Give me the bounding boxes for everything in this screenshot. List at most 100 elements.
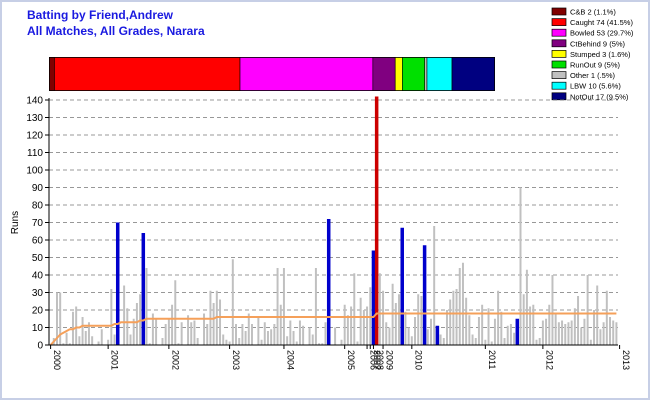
innings-bar [535, 339, 538, 345]
y-tick-label: 0 [37, 341, 43, 352]
innings-bar [398, 294, 401, 345]
innings-bar [260, 339, 263, 345]
innings-bar [292, 331, 295, 345]
legend-label: Bowled 53 (29.7%) [570, 29, 634, 38]
innings-bar [161, 338, 164, 345]
innings-bar [126, 308, 129, 345]
innings-bar [231, 259, 234, 345]
innings-bar [577, 296, 580, 345]
innings-bar [433, 226, 436, 345]
x-tick-label: 2011 [487, 350, 497, 369]
y-tick-label: 70 [32, 218, 44, 229]
innings-bar [545, 318, 548, 345]
innings-bar [244, 331, 247, 345]
innings-bar [286, 336, 289, 345]
innings-bar [532, 304, 535, 345]
innings-bar [430, 318, 432, 345]
innings-bar [435, 325, 440, 345]
innings-bar [222, 334, 225, 345]
innings-bar [266, 331, 269, 345]
innings-bar [586, 275, 589, 345]
dismissal-segment [451, 57, 495, 91]
chart-title: Batting by Friend,Andrew [27, 8, 174, 22]
dismissal-breakdown-bar [49, 57, 495, 91]
innings-bar [362, 310, 365, 345]
innings-bar [422, 245, 427, 345]
dismissal-segment [54, 57, 241, 91]
innings-bar [481, 304, 484, 345]
innings-bar [276, 268, 279, 345]
innings-bar [602, 322, 605, 345]
innings-bar [449, 299, 452, 345]
innings-bar [525, 269, 528, 345]
legend-label: LBW 10 (5.6%) [570, 82, 621, 91]
innings-bar [206, 324, 209, 345]
innings-bar [62, 343, 65, 345]
innings-bar [385, 322, 388, 345]
dismissal-segment [239, 57, 374, 91]
innings-bar [235, 324, 237, 345]
innings-bar [68, 343, 71, 345]
y-tick-label: 130 [26, 113, 43, 124]
innings-bar [250, 324, 253, 345]
innings-bar [346, 315, 349, 345]
innings-bar [490, 341, 493, 345]
y-tick-label: 20 [32, 306, 44, 317]
innings-bar [445, 310, 448, 345]
y-tick-label: 90 [32, 183, 44, 194]
innings-bar [458, 268, 461, 345]
innings-bar [113, 334, 116, 345]
average-line [49, 312, 617, 346]
innings-bar [522, 294, 525, 345]
x-tick-label: 2007 [372, 350, 382, 370]
innings-bar [366, 306, 369, 345]
innings-bar [417, 294, 420, 345]
innings-bar [538, 338, 541, 345]
legend-swatch [551, 60, 567, 69]
innings-bar [439, 334, 442, 345]
innings-bar [171, 304, 174, 345]
innings-bar [270, 329, 273, 345]
innings-bar [554, 313, 557, 345]
innings-bar [471, 334, 474, 345]
innings-bar [84, 331, 87, 345]
innings-bar [241, 324, 244, 345]
innings-bar [228, 341, 231, 345]
innings-bar [509, 324, 512, 345]
legend-swatch [551, 28, 567, 37]
innings-bar [238, 338, 241, 345]
innings-bar [426, 329, 429, 345]
innings-bar [123, 285, 126, 345]
y-tick-label: 10 [32, 323, 44, 334]
innings-bar [308, 327, 311, 345]
x-tick-label: 2003 [231, 350, 241, 370]
innings-bar [548, 304, 551, 345]
innings-bar [311, 334, 314, 345]
innings-bar [350, 306, 353, 345]
innings-bar [91, 336, 94, 345]
innings-bar [589, 339, 592, 345]
y-tick-label: 50 [32, 253, 44, 264]
innings-bar [59, 292, 62, 345]
legend-swatch [551, 18, 567, 26]
innings-bar [155, 318, 158, 345]
legend-label: C&B 2 (1.1%) [570, 8, 616, 17]
x-tick-label: 2006 [369, 350, 379, 370]
x-tick-label: 2005 [346, 350, 356, 370]
innings-bar [356, 341, 359, 345]
innings-bar [420, 296, 423, 345]
legend: C&B 2 (1.1%)Caught 74 (41.5%) Bowled 53 (… [551, 8, 634, 101]
innings-bar [298, 320, 301, 345]
innings-bar [487, 308, 490, 345]
y-tick-label: 110 [27, 148, 43, 159]
y-tick-label: 80 [32, 201, 44, 212]
x-tick-label: 2012 [544, 350, 554, 370]
y-tick-label: 40 [32, 271, 44, 282]
innings-bar [65, 332, 68, 345]
innings-bar [174, 280, 177, 345]
innings-bar [580, 327, 583, 345]
x-tick-label: 2010 [413, 350, 423, 370]
legend-label: Stumped 3 (1.6%) [570, 50, 631, 59]
innings-bar [247, 313, 250, 345]
